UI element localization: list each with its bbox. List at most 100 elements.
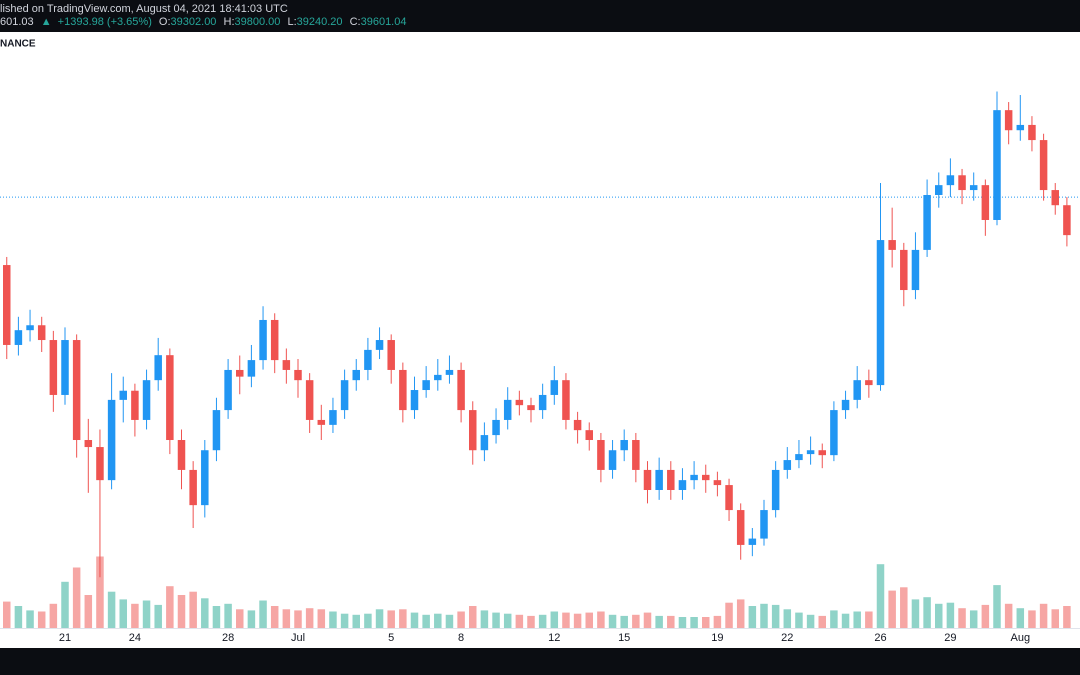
candle-body [37, 325, 46, 341]
candle-body [923, 194, 931, 250]
volume-bar [445, 614, 454, 628]
candle-body [236, 369, 244, 377]
candle-body [469, 410, 477, 451]
volume-bar [690, 617, 698, 628]
volume-bar [352, 614, 360, 628]
volume-bar [573, 613, 582, 628]
volume-bar [958, 608, 966, 628]
volume-bar [72, 567, 81, 628]
candle-body [620, 440, 628, 451]
candle-body [655, 469, 663, 491]
candle-body [795, 454, 803, 461]
candle-body [736, 510, 745, 545]
candle-body [748, 538, 757, 545]
candle-body [72, 340, 81, 441]
volume-bar [340, 613, 349, 628]
candle-body [806, 450, 815, 455]
volume-bar [1051, 609, 1059, 628]
candle-body [1028, 124, 1036, 141]
high-value: 39800.00 [235, 16, 281, 28]
volume-bar [37, 611, 46, 628]
candle-body [49, 340, 58, 395]
candle-body [375, 340, 384, 350]
candle-body [201, 450, 209, 506]
volume-bar [1028, 610, 1036, 628]
candle-body [632, 440, 640, 470]
candle-body [1039, 140, 1048, 191]
x-tick-label: 15 [618, 632, 630, 644]
candle-body [667, 469, 675, 491]
volume-bar [993, 585, 1001, 628]
close-value: 39601.04 [361, 16, 407, 28]
volume-bar [527, 615, 535, 628]
volume-bar [469, 606, 477, 628]
candle-body [527, 405, 535, 411]
volume-bar [725, 602, 733, 628]
volume-bar [142, 600, 151, 628]
candle-body [830, 410, 838, 456]
volume-bar [841, 613, 850, 628]
candle-body [503, 399, 512, 420]
x-tick-label: 8 [458, 632, 464, 644]
volume-bar [795, 612, 803, 628]
header-bar [0, 0, 1080, 32]
candle-body [597, 440, 605, 470]
candle-body [515, 399, 524, 406]
candle-body [61, 340, 69, 395]
volume-bar [364, 613, 372, 628]
candle-body [410, 390, 419, 411]
candle-body [166, 355, 174, 441]
candle-body [958, 175, 966, 191]
volume-bar [503, 613, 512, 628]
volume-bar [853, 611, 861, 628]
volume-bar [818, 615, 826, 628]
x-tick-label: Aug [1011, 632, 1031, 644]
candle-body [783, 460, 792, 470]
candle-body [1063, 205, 1071, 236]
volume-bar [154, 604, 162, 628]
volume-bar [608, 614, 617, 628]
candle-body [212, 410, 221, 451]
candle-body [900, 249, 908, 291]
x-tick-label: 26 [874, 632, 886, 644]
volume-bar [736, 599, 745, 628]
published-note: lished on TradingView.com, August 04, 20… [0, 3, 288, 15]
candle-body [294, 369, 302, 381]
volume-bar [806, 614, 815, 628]
x-tick-label: 21 [59, 632, 71, 644]
candle-body [678, 480, 687, 491]
volume-bar [678, 617, 687, 628]
candle-body [26, 325, 34, 331]
volume-bar [96, 556, 104, 628]
volume-bar [224, 603, 232, 628]
candle-body [935, 185, 943, 195]
volume-bar [876, 564, 885, 628]
volume-bar [317, 609, 326, 628]
exchange-label: NANCE [0, 39, 36, 50]
candle-body [259, 319, 267, 361]
x-tick-label: 19 [711, 632, 723, 644]
volume-bar [1004, 603, 1013, 628]
candle-body [608, 450, 617, 470]
volume-bar [457, 611, 465, 628]
volume-bar [305, 608, 314, 628]
candle-body [14, 330, 23, 345]
candle-body [1004, 110, 1013, 131]
volume-bar [585, 612, 593, 628]
volume-bar [3, 601, 11, 628]
candle-body [865, 380, 873, 386]
candle-body [643, 469, 652, 491]
volume-bar [236, 609, 244, 628]
candle-body [224, 369, 232, 411]
volume-bar [131, 603, 139, 628]
volume-bar [923, 597, 931, 628]
volume-bar [900, 587, 908, 628]
candle-body [969, 185, 978, 191]
candle-body [364, 349, 372, 370]
candle-body [96, 447, 104, 481]
change-arrow: ▲ [41, 16, 52, 28]
volume-bar [515, 614, 524, 628]
volume-bar [189, 591, 197, 628]
volume-bar [375, 609, 384, 628]
candle-body [305, 380, 314, 420]
